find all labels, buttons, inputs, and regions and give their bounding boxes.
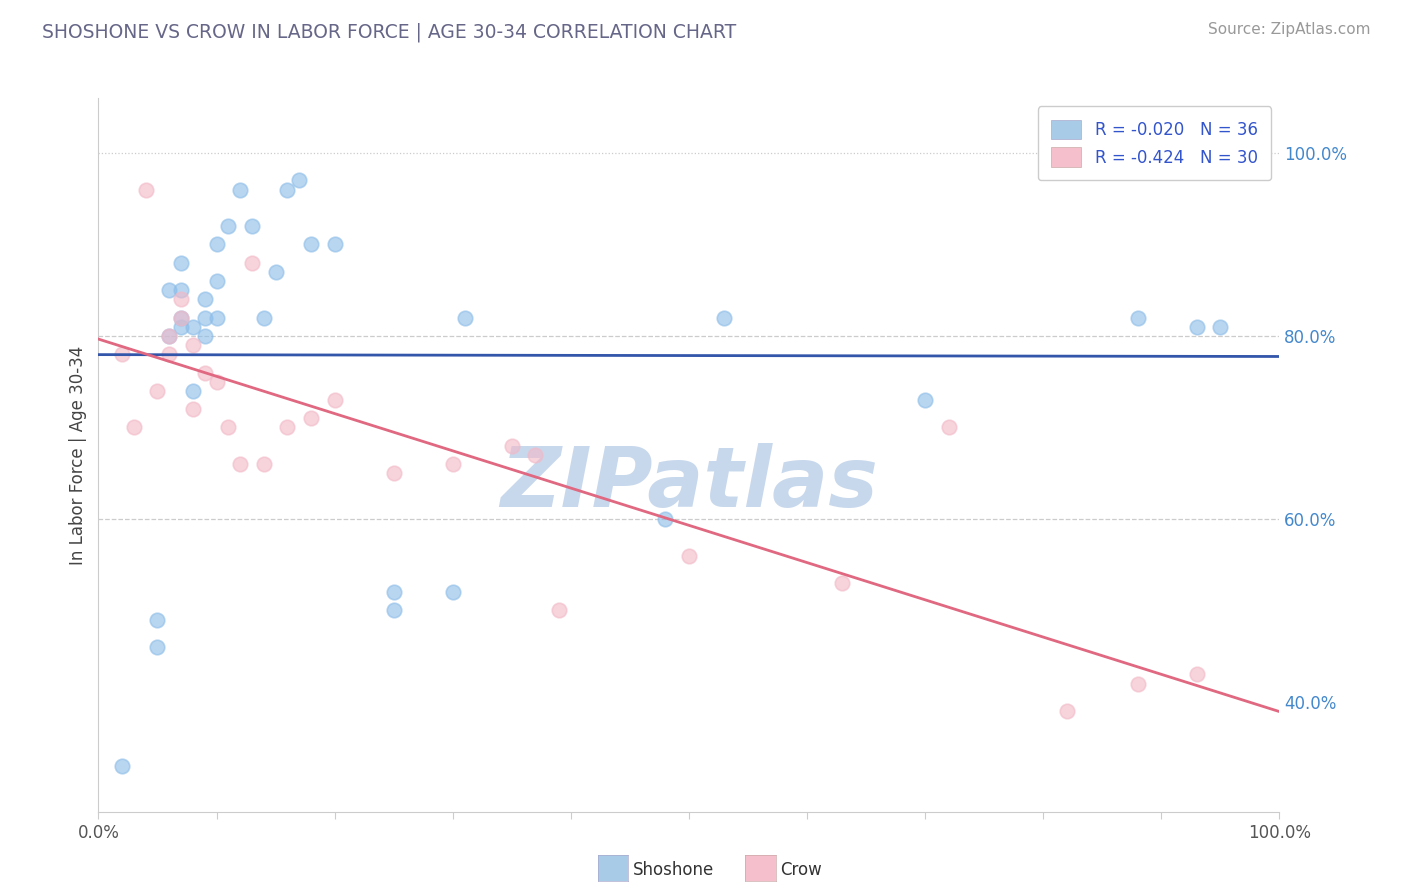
Point: [146, 640, 169, 654]
Point: [157, 283, 180, 297]
Point: [1056, 704, 1078, 718]
Point: [157, 329, 180, 343]
Text: Crow: Crow: [780, 861, 823, 879]
Point: [1185, 667, 1208, 681]
Point: [1126, 310, 1149, 325]
Point: [299, 237, 322, 252]
Text: Shoshone: Shoshone: [633, 861, 714, 879]
Point: [1126, 676, 1149, 690]
Point: [146, 613, 169, 627]
Point: [441, 457, 464, 471]
Point: [217, 420, 239, 434]
Point: [1185, 319, 1208, 334]
Point: [938, 420, 960, 434]
Point: [253, 457, 276, 471]
Point: [914, 392, 936, 407]
Point: [288, 173, 311, 187]
Point: [157, 347, 180, 361]
Point: [831, 576, 853, 591]
Point: [194, 329, 217, 343]
Point: [299, 411, 322, 425]
Point: [276, 420, 298, 434]
Point: [217, 219, 239, 234]
Point: [181, 338, 204, 352]
Point: [111, 347, 134, 361]
Point: [181, 402, 204, 417]
Point: [441, 585, 464, 599]
Point: [135, 183, 157, 197]
Point: [122, 420, 145, 434]
Point: [453, 310, 475, 325]
Point: [382, 467, 405, 481]
Point: [170, 293, 193, 307]
Point: [501, 439, 523, 453]
Point: [678, 549, 700, 563]
Point: [181, 384, 204, 398]
Legend: R = -0.020   N = 36, R = -0.424   N = 30: R = -0.020 N = 36, R = -0.424 N = 30: [1038, 106, 1271, 180]
Point: [205, 237, 228, 252]
Point: [205, 310, 228, 325]
Point: [205, 375, 228, 389]
Text: SHOSHONE VS CROW IN LABOR FORCE | AGE 30-34 CORRELATION CHART: SHOSHONE VS CROW IN LABOR FORCE | AGE 30…: [42, 22, 737, 42]
Point: [181, 319, 204, 334]
Point: [194, 366, 217, 380]
Point: [229, 457, 252, 471]
Point: [1209, 319, 1232, 334]
Point: [170, 256, 193, 270]
Point: [713, 310, 735, 325]
Text: ZIPatlas: ZIPatlas: [501, 443, 877, 524]
Point: [170, 319, 193, 334]
Point: [157, 329, 180, 343]
Point: [276, 183, 298, 197]
Point: [170, 310, 193, 325]
Point: [548, 603, 571, 617]
Point: [205, 274, 228, 288]
Point: [229, 183, 252, 197]
Point: [323, 392, 346, 407]
Point: [524, 448, 547, 462]
Point: [240, 256, 263, 270]
Point: [323, 237, 346, 252]
Text: Source: ZipAtlas.com: Source: ZipAtlas.com: [1208, 22, 1371, 37]
Point: [194, 293, 217, 307]
Point: [382, 585, 405, 599]
Point: [240, 219, 263, 234]
Point: [170, 310, 193, 325]
Point: [654, 512, 676, 526]
Y-axis label: In Labor Force | Age 30-34: In Labor Force | Age 30-34: [69, 345, 87, 565]
Point: [170, 283, 193, 297]
Point: [264, 265, 287, 279]
Point: [382, 603, 405, 617]
Point: [146, 384, 169, 398]
Point: [111, 759, 134, 773]
Point: [194, 310, 217, 325]
Point: [253, 310, 276, 325]
